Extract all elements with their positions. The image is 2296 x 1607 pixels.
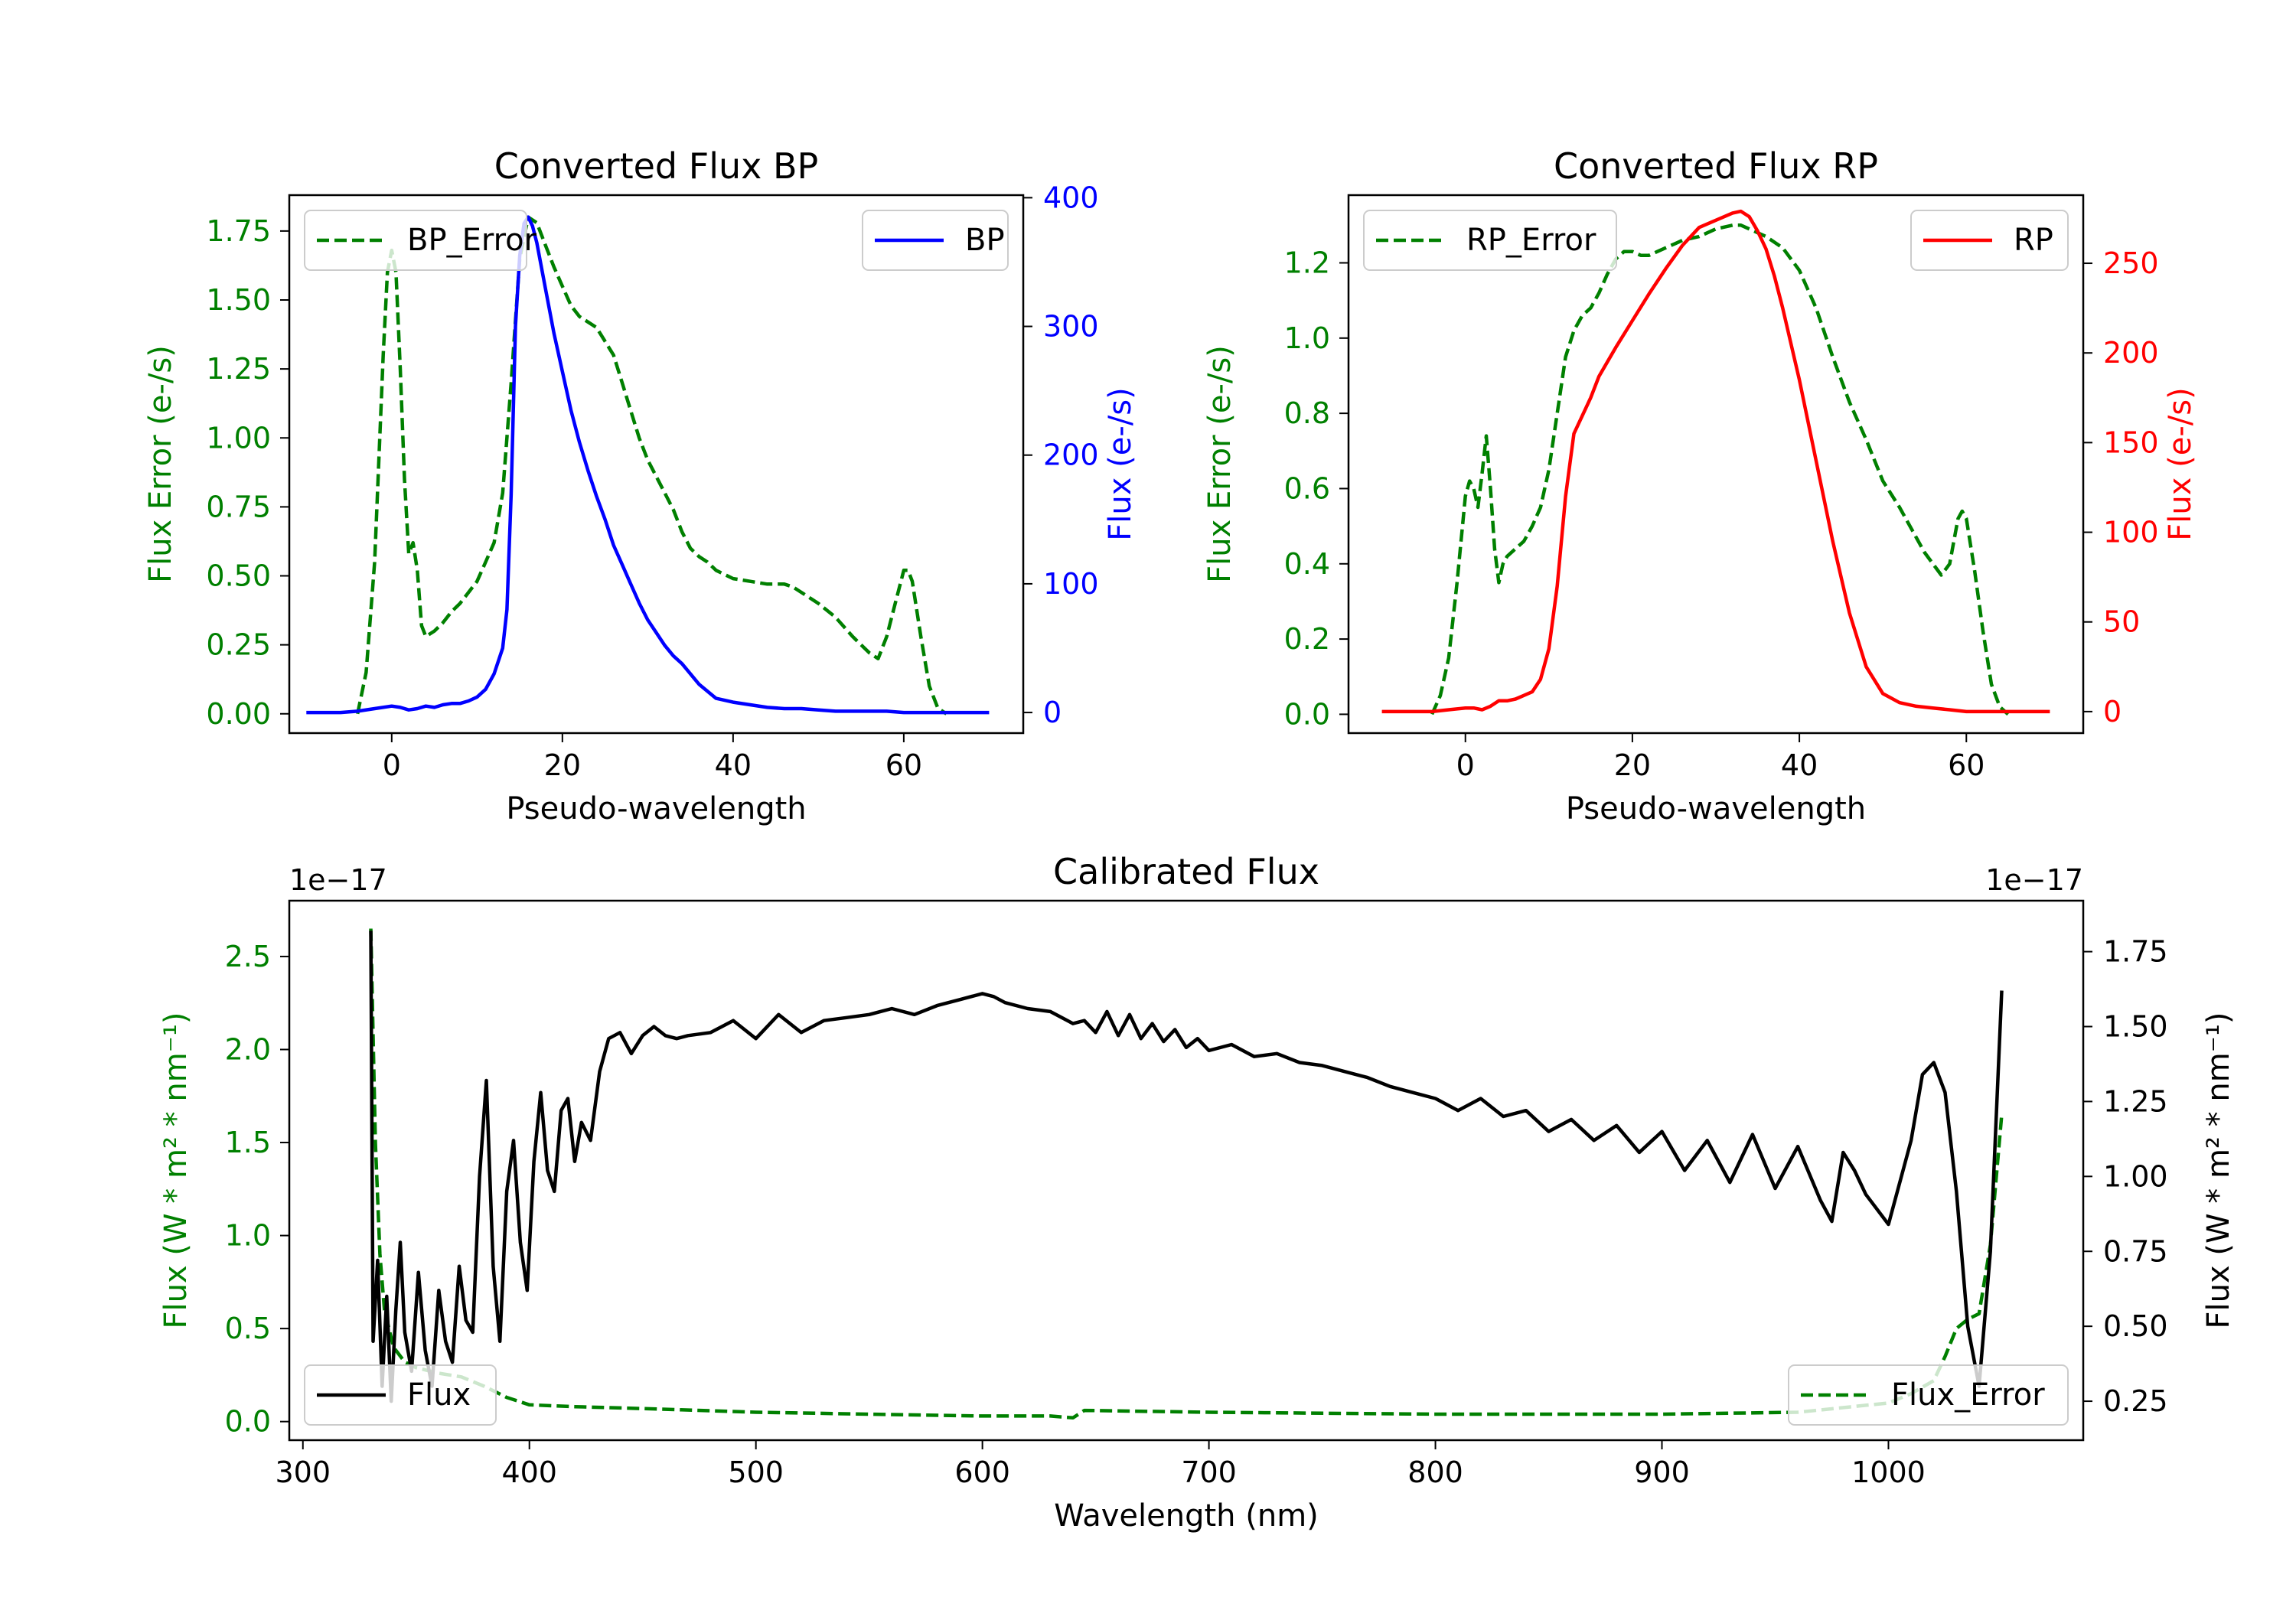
y-right-tick-label: 400 bbox=[1043, 181, 1099, 214]
x-tick-label: 60 bbox=[1948, 748, 1985, 782]
x-tick-label: 0 bbox=[383, 748, 401, 782]
y-right-axis-label: Flux (e-/s) bbox=[2163, 387, 2198, 540]
y-left-tick-label: 0.75 bbox=[206, 490, 271, 523]
x-tick-label: 20 bbox=[1614, 748, 1651, 782]
y-left-axis-label: Flux Error (e-/s) bbox=[143, 345, 178, 583]
x-tick-label: 500 bbox=[728, 1455, 784, 1489]
plot-frame bbox=[288, 194, 1025, 735]
legend-label: RP bbox=[2014, 223, 2053, 258]
y-left-tick-label: 0.00 bbox=[206, 697, 271, 731]
legend-label: BP bbox=[965, 223, 1005, 258]
x-tick-label: 40 bbox=[1781, 748, 1818, 782]
y-left-tick-label: 1.75 bbox=[206, 214, 271, 248]
y-left-tick-label: 1.5 bbox=[225, 1126, 271, 1159]
y-right-tick-label: 1.75 bbox=[2103, 935, 2168, 969]
y-right-tick-label: 100 bbox=[1043, 567, 1099, 601]
y-right-tick-label: 0.50 bbox=[2103, 1309, 2168, 1343]
y-right-tick-label: 1.25 bbox=[2103, 1084, 2168, 1118]
y-left-tick-label: 1.25 bbox=[206, 352, 271, 386]
y-left-tick-label: 0.0 bbox=[225, 1405, 271, 1439]
legend-label: BP_Error bbox=[407, 223, 537, 258]
x-tick-label: 1000 bbox=[1851, 1455, 1926, 1489]
x-tick-label: 60 bbox=[885, 748, 922, 782]
x-tick-label: 300 bbox=[275, 1455, 331, 1489]
y-right-tick-label: 200 bbox=[1043, 438, 1099, 472]
y-right-tick-label: 100 bbox=[2103, 516, 2159, 549]
legend-bp-error: BP_Error bbox=[304, 210, 537, 271]
y-right-tick-label: 50 bbox=[2103, 605, 2140, 639]
y-left-tick-label: 0.8 bbox=[1284, 396, 1330, 430]
x-tick-label: 0 bbox=[1456, 748, 1475, 782]
series-line-bp bbox=[306, 215, 990, 715]
series-line-bp-error bbox=[355, 215, 947, 715]
legend-label: Flux bbox=[407, 1377, 471, 1413]
y-left-tick-label: 0.6 bbox=[1284, 471, 1330, 505]
y-left-tick-label: 1.0 bbox=[1284, 321, 1330, 355]
chart-3: Calibrated Flux 300 400 500 600 700 800 900 1000… bbox=[158, 851, 2236, 1534]
y-left-offset-text: 1e−17 bbox=[289, 863, 387, 897]
y-left-axis-label: Flux Error (e-/s) bbox=[1202, 345, 1238, 583]
y-left-tick-label: 0.25 bbox=[206, 628, 271, 662]
legend-flux-error: Flux_Error bbox=[1788, 1364, 2069, 1426]
x-tick-label: 600 bbox=[954, 1455, 1010, 1489]
y-left-axis-label: Flux (W * m² * nm⁻¹) bbox=[158, 1012, 194, 1329]
y-right-tick-label: 1.50 bbox=[2103, 1010, 2168, 1044]
x-tick-label: 700 bbox=[1181, 1455, 1237, 1489]
y-right-tick-label: 1.00 bbox=[2103, 1159, 2168, 1193]
x-tick-label: 40 bbox=[715, 748, 752, 782]
series-line-rp-error bbox=[1430, 223, 2010, 716]
x-tick-label: 20 bbox=[544, 748, 581, 782]
y-right-tick-label: 150 bbox=[2103, 425, 2159, 459]
y-left-tick-label: 2.5 bbox=[225, 940, 271, 973]
x-tick-label: 400 bbox=[501, 1455, 557, 1489]
chart-2: Converted Flux RP 0 20 40 60 Pseudo-wavelengt… bbox=[1202, 145, 2198, 826]
x-axis-label: Wavelength (nm) bbox=[1054, 1498, 1319, 1534]
y-left-tick-label: 0.0 bbox=[1284, 697, 1330, 731]
legend-label: RP_Error bbox=[1466, 223, 1596, 258]
chart-title: Converted Flux RP bbox=[1554, 145, 1878, 187]
series-line-rp bbox=[1381, 209, 2050, 714]
legend-flux: Flux bbox=[304, 1364, 497, 1426]
plot-frame bbox=[288, 899, 2085, 1442]
x-axis-label: Pseudo-wavelength bbox=[1566, 791, 1866, 826]
y-right-tick-label: 0.25 bbox=[2103, 1384, 2168, 1418]
y-left-tick-label: 1.0 bbox=[225, 1219, 271, 1253]
y-left-tick-label: 0.2 bbox=[1284, 622, 1330, 656]
legend-bp: BP bbox=[862, 210, 1009, 271]
y-left-tick-label: 2.0 bbox=[225, 1032, 271, 1066]
y-left-tick-label: 1.50 bbox=[206, 283, 271, 317]
plot-frame bbox=[1347, 194, 2085, 735]
legend-label: Flux_Error bbox=[1891, 1377, 2045, 1413]
series-line-flux-error bbox=[369, 928, 2004, 1420]
y-right-tick-label: 250 bbox=[2103, 246, 2159, 280]
y-right-tick-label: 0.75 bbox=[2103, 1234, 2168, 1268]
y-left-tick-label: 0.5 bbox=[225, 1312, 271, 1345]
y-right-axis-label: Flux (W * m² * nm⁻¹) bbox=[2201, 1012, 2236, 1329]
chart-title: Calibrated Flux bbox=[1053, 851, 1319, 892]
y-left-tick-label: 0.50 bbox=[206, 559, 271, 593]
y-right-offset-text: 1e−17 bbox=[1985, 863, 2083, 897]
x-axis-label: Pseudo-wavelength bbox=[506, 791, 806, 826]
y-left-tick-label: 1.2 bbox=[1284, 246, 1330, 279]
x-tick-label: 800 bbox=[1407, 1455, 1463, 1489]
y-right-tick-label: 0 bbox=[2103, 695, 2122, 729]
chart-title: Converted Flux BP bbox=[494, 145, 819, 187]
x-tick-label: 900 bbox=[1634, 1455, 1690, 1489]
chart-1: Converted Flux BP 0 20 40 60 Pseudo-wavelengt… bbox=[143, 145, 1138, 826]
y-right-tick-label: 200 bbox=[2103, 336, 2159, 370]
y-left-tick-label: 1.00 bbox=[206, 421, 271, 455]
y-right-tick-label: 300 bbox=[1043, 310, 1099, 344]
y-right-tick-label: 0 bbox=[1043, 696, 1062, 729]
y-left-tick-label: 0.4 bbox=[1284, 547, 1330, 581]
y-right-axis-label: Flux (e-/s) bbox=[1103, 387, 1138, 540]
legend-rp: RP bbox=[1910, 210, 2069, 271]
legend-rp-error: RP_Error bbox=[1363, 210, 1617, 271]
series-line-flux bbox=[369, 931, 2004, 1403]
